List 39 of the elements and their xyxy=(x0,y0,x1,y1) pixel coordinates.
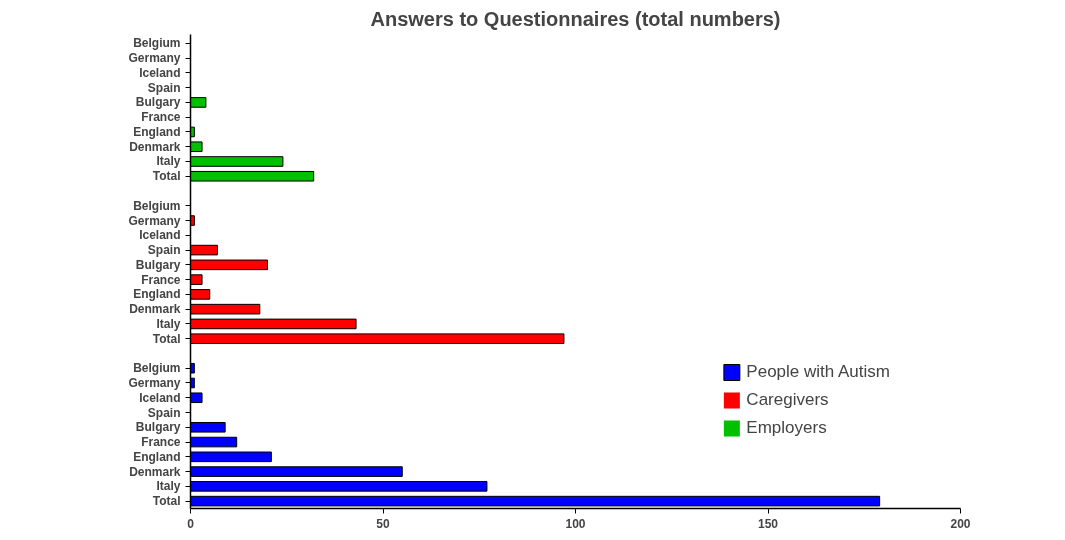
y-tick-label: Belgium xyxy=(133,198,181,213)
legend-label: People with Autism xyxy=(746,362,890,382)
y-tick-label: Spain xyxy=(147,405,181,420)
y-tick-label: Total xyxy=(152,494,181,509)
y-tick-label: Germany xyxy=(128,51,181,66)
x-tick-label: 0 xyxy=(187,516,195,531)
legend-label: Employers xyxy=(746,418,827,438)
y-tick-label: Bulgary xyxy=(135,257,181,272)
y-tick-label: Bulgary xyxy=(135,95,181,110)
legend-label: Caregivers xyxy=(746,390,829,410)
y-tick-label: England xyxy=(133,124,181,139)
y-tick-label: Italy xyxy=(156,154,181,169)
y-tick-label: France xyxy=(141,435,181,450)
y-tick-label: France xyxy=(141,272,181,287)
x-tick-label: 50 xyxy=(376,516,390,531)
y-tick-label: France xyxy=(141,110,181,125)
chart-title: Answers to Questionnaires (total numbers) xyxy=(370,7,781,30)
y-tick-label: Bulgary xyxy=(135,420,181,435)
x-tick-label: 100 xyxy=(565,516,586,531)
y-tick-label: England xyxy=(133,287,181,302)
y-tick-label: Spain xyxy=(147,80,181,95)
y-tick-label: Total xyxy=(152,331,181,346)
x-tick-label: 150 xyxy=(757,516,779,531)
y-tick-label: Germany xyxy=(128,375,181,390)
y-tick-label: Denmark xyxy=(129,139,181,154)
y-tick-label: Italy xyxy=(156,316,181,331)
y-tick-label: Iceland xyxy=(139,390,181,405)
y-tick-label: Italy xyxy=(156,479,181,494)
y-tick-label: Iceland xyxy=(139,228,181,243)
y-tick-label: England xyxy=(133,449,181,464)
y-tick-label: Spain xyxy=(147,243,181,258)
y-tick-label: Belgium xyxy=(133,36,181,51)
y-tick-label: Total xyxy=(152,169,181,184)
y-tick-label: Belgium xyxy=(133,361,181,376)
y-tick-label: Denmark xyxy=(129,464,181,479)
y-tick-label: Germany xyxy=(128,213,181,228)
y-tick-label: Iceland xyxy=(139,65,181,80)
y-tick-label: Denmark xyxy=(129,302,181,317)
x-tick-label: 200 xyxy=(950,516,971,531)
